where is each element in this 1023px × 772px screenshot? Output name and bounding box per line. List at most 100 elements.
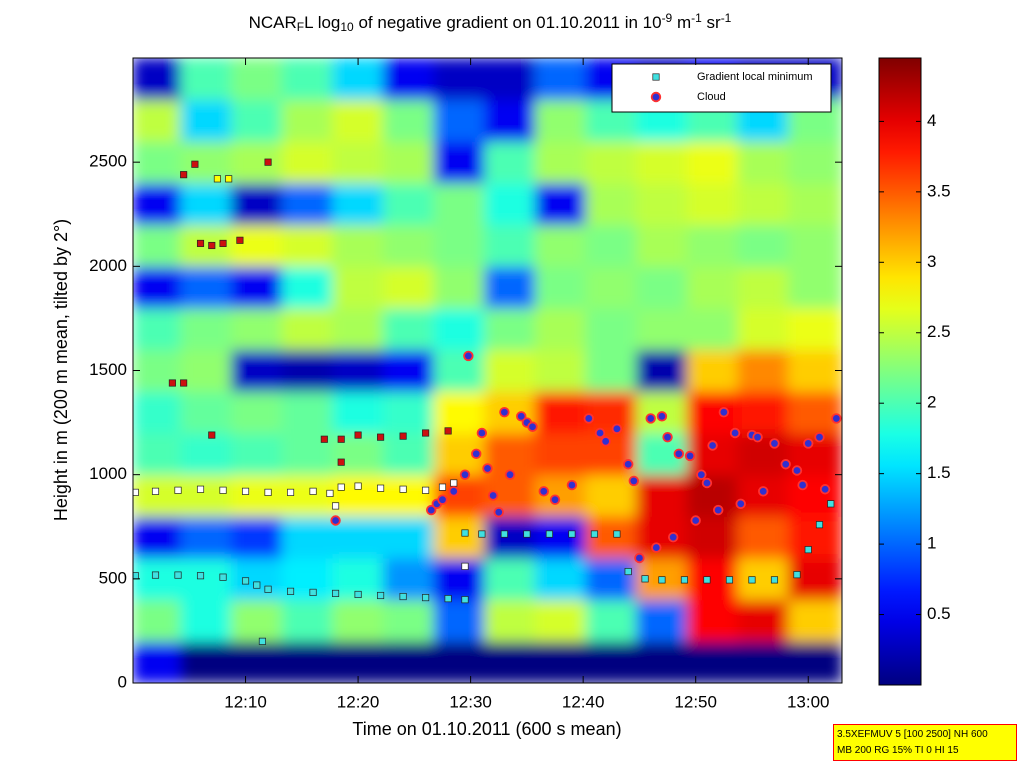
heat-cell [230,140,283,184]
minimum-marker [219,486,227,494]
heat-cell [133,474,182,517]
heat-cell [737,390,790,434]
cloud-marker [729,427,741,439]
cloud-marker [696,469,707,480]
heat-cell [534,99,587,142]
heat-cell [484,58,536,101]
title-part: sr [702,13,721,32]
heat-cell [281,224,334,267]
minimum-marker [500,530,508,538]
cloud-marker [504,469,516,480]
heat-cell [230,307,283,351]
minimum-marker [337,483,345,491]
cloud-marker [651,542,662,553]
cloud-marker [791,465,803,476]
cloud-marker [819,484,831,495]
legend-label: Cloud [697,91,726,103]
heat-cell [332,99,384,142]
minimum-marker [287,488,295,496]
heat-cell [686,224,739,267]
heat-cell [737,265,790,309]
title-part: -9 [662,11,673,25]
heat-cell [180,390,232,434]
minimum-marker [399,485,407,493]
heat-cell [585,182,638,226]
minimum-marker [208,431,216,439]
minimum-marker [725,576,734,584]
heat-cell [433,307,486,351]
heat-cell [180,599,232,642]
markers [133,158,842,645]
cloud-marker [471,448,482,460]
minimum-marker [461,529,469,537]
cloud-marker [487,490,499,501]
heat-cell [484,140,536,184]
info-line: 3.5XEFMUV 5 [100 2500] NH 600 [837,729,988,740]
y-tick-label: 1500 [89,360,127,379]
heat-cell [484,99,536,142]
title-part: of negative gradient on 01.10.2011 in 10 [354,13,662,32]
heat-cell [230,557,283,601]
minimum-marker [827,500,835,508]
heat-cell [281,349,334,392]
cloud-marker [448,486,459,497]
minimum-marker [326,489,334,497]
heat-cell [534,307,587,351]
heat-cell [788,224,842,267]
heat-cell [332,599,384,642]
heat-cell [433,599,486,642]
minimum-marker [337,458,345,466]
heat-cell [484,182,536,226]
heat-cell [230,265,283,309]
heat-cell [788,349,842,392]
heat-cell [585,349,638,392]
cloud-marker [476,427,488,439]
y-tick-label: 2500 [89,152,127,171]
heatmap [133,58,842,683]
colorbar [878,57,922,686]
minimum-marker [309,487,317,495]
heat-cell [180,99,232,142]
heat-cell [433,640,486,683]
cloud-marker [769,438,780,449]
cloud-marker [662,431,673,443]
heat-cell [230,58,283,101]
heat-cell [534,390,587,434]
heat-cell [484,265,536,309]
minimum-marker [354,590,362,599]
heat-cell [585,265,638,309]
heat-cell [737,349,790,392]
heat-cell [180,640,232,683]
heat-cell [281,307,334,351]
heat-cell [180,58,232,101]
heat-cell [382,140,435,184]
heat-cell [332,474,384,517]
minimum-marker [196,572,205,580]
heat-cell [636,265,688,309]
minimum-marker [180,379,188,387]
cloud-marker [673,448,685,460]
title-part: -1 [691,11,702,25]
minimum-marker [478,530,486,538]
heat-cell [636,640,688,683]
heat-cell [180,307,232,351]
minimum-marker [180,171,188,179]
heat-cell [484,349,536,392]
heat-cell [382,432,435,476]
minimum-marker [652,73,660,81]
heat-cell [133,182,182,226]
minimum-marker [399,592,407,601]
cloud-marker [426,504,437,516]
heat-cell [133,640,182,683]
heat-cell [382,58,435,101]
y-tick-label: 2000 [89,256,127,275]
minimum-marker [174,571,182,579]
minimum-marker [377,484,385,492]
heat-cell [433,58,486,101]
minimum-marker [219,239,227,247]
heat-cell [534,224,587,267]
heat-cell [737,515,790,559]
minimum-marker [770,576,779,584]
minimum-marker [320,435,328,443]
heat-cell [382,182,435,226]
